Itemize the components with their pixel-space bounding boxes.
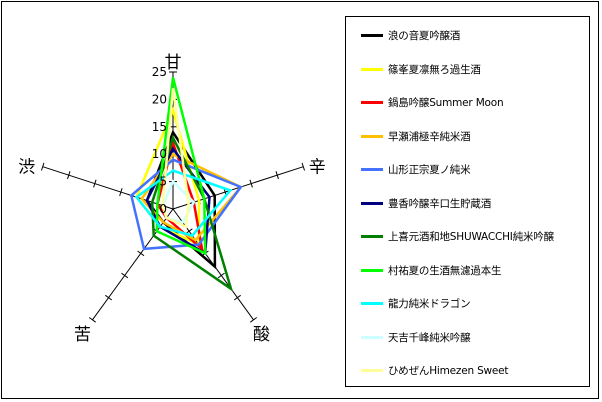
legend-item: 豊香吟醸辛口生貯蔵酒: [346, 194, 591, 214]
tick-label: 15: [152, 120, 167, 134]
axis-tick: [93, 179, 97, 188]
axis-tick: [275, 171, 279, 180]
legend-item: 龍力純米ドラゴン: [346, 294, 591, 314]
legend-item: 早瀬浦極辛純米酒: [346, 127, 591, 147]
legend-swatch: [361, 369, 383, 372]
legend-item: 鍋島吟醸Summer Moon: [346, 93, 591, 113]
legend-label: 上喜元酒和地SHUWACCHI純米吟醸: [388, 231, 554, 243]
axis-tick: [233, 294, 241, 301]
legend-swatch: [361, 335, 383, 339]
tick-label: 10: [152, 147, 167, 161]
axis-tick: [249, 317, 258, 323]
legend-swatch: [361, 67, 383, 71]
legend: 浪の音夏吟醸酒篠峯夏凛無ろ過生酒鍋島吟醸Summer Moon 早瀬浦極辛純米酒山…: [345, 16, 590, 387]
legend-swatch: [361, 302, 383, 305]
legend-swatch: [361, 168, 383, 171]
legend-item: 天吉千峰純米吟醸: [346, 328, 591, 348]
legend-swatch: [361, 134, 383, 138]
tick-label: 0: [159, 202, 167, 216]
axis-tick: [185, 228, 193, 234]
axis-tick: [137, 250, 145, 257]
legend-label: ひめぜんHimezen Sweet: [388, 365, 509, 377]
axis-tick: [301, 162, 306, 171]
legend-item: ひめぜんHimezen Sweet: [346, 361, 591, 381]
legend-label: 豊香吟醸辛口生貯蔵酒: [388, 197, 491, 210]
legend-label: 天吉千峰純米吟醸: [388, 331, 471, 344]
legend-label: 浪の音夏吟醸酒: [388, 30, 461, 42]
series-polygon-6: [150, 134, 234, 292]
legend-item: 浪の音夏吟醸酒: [346, 26, 591, 46]
axis-tick: [67, 171, 71, 180]
legend-label: 村祐夏の生酒無濾過本生: [388, 264, 502, 277]
axis-tick: [217, 272, 225, 279]
axis-label-1: 辛: [309, 158, 326, 178]
axis-label-0: 甘: [165, 53, 182, 73]
legend-swatch: [361, 101, 383, 104]
legend-item: 村祐夏の生酒無濾過本生: [346, 261, 591, 281]
axis-tick: [40, 162, 45, 171]
axis-tick: [121, 272, 129, 279]
axis-tick: [105, 294, 113, 301]
axis-tick: [249, 179, 253, 188]
legend-swatch: [361, 201, 383, 205]
tick-label: 20: [152, 92, 167, 106]
legend-item: 上喜元酒和地SHUWACCHI純米吟醸: [346, 227, 591, 247]
series-polygon-10: [161, 88, 190, 229]
legend-label: 山形正宗夏ノ純米: [388, 164, 471, 176]
axis-label-2: 酸: [253, 325, 270, 345]
legend-label: 早瀬浦極辛純米酒: [388, 130, 471, 143]
radar-chart: 25 20 15 10 5 0 甘辛酸 苦 渋: [18, 53, 326, 345]
tick-label: 25: [152, 65, 167, 79]
series-polygon-9: [161, 179, 196, 224]
series-polygon-1: [135, 106, 201, 247]
axis-label-3: 苦: [74, 325, 91, 345]
legend-label: 龍力純米ドラゴン: [388, 298, 471, 310]
axis-tick: [119, 188, 123, 197]
axis-tick: [88, 317, 97, 323]
legend-label: 篠峯夏凛無ろ過生酒: [388, 63, 481, 76]
legend-swatch: [361, 268, 383, 272]
legend-item: 篠峯夏凛無ろ過生酒: [346, 60, 591, 80]
series-polygon-8: [134, 169, 233, 238]
axis-label-4: 渋: [18, 158, 35, 178]
legend-label: 鍋島吟醸Summer Moon: [388, 97, 504, 109]
legend-item: 山形正宗夏ノ純米: [346, 160, 591, 180]
legend-swatch: [361, 235, 383, 238]
series-polygon-5: [145, 146, 211, 256]
tick-label: 5: [159, 175, 167, 189]
legend-swatch: [361, 34, 383, 37]
